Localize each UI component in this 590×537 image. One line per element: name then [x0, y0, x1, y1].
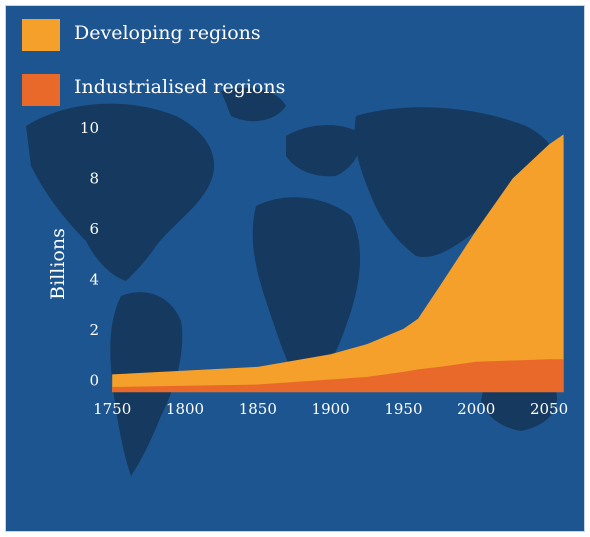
y-tick-label: 10: [80, 119, 99, 137]
x-tick-label: 2000: [457, 400, 495, 418]
area-developing-regions: [112, 134, 564, 393]
x-tick-label: 1750: [93, 400, 131, 418]
x-axis-ticks: 1750 1800 1850 1900 1950 2000 2050: [93, 400, 568, 418]
area-layers: [112, 134, 564, 393]
map-europe: [286, 124, 360, 177]
y-tick-label: 0: [89, 372, 99, 390]
y-axis-ticks: 0 2 4 6 8 10: [80, 119, 99, 390]
x-tick-label: 2050: [530, 400, 568, 418]
y-tick-label: 2: [89, 321, 99, 339]
map-africa: [252, 197, 361, 391]
legend-swatch-developing: [22, 19, 60, 51]
area-industrialised-regions: [112, 359, 564, 393]
world-map-background: [26, 87, 558, 476]
legend-label-developing: Developing regions: [74, 22, 261, 44]
y-axis-label: Billions: [47, 228, 69, 300]
x-tick-label: 1950: [384, 400, 422, 418]
legend-label-industrialised: Industrialised regions: [74, 76, 286, 98]
x-tick-label: 1800: [166, 400, 204, 418]
y-tick-label: 8: [89, 170, 99, 188]
y-tick-label: 6: [89, 220, 99, 238]
legend-swatch-industrialised: [22, 74, 60, 106]
population-area-chart: 0 2 4 6 8 10 1750 1800 1850 1900 1950 2000 2050 Bil…: [26, 87, 568, 476]
map-asia: [354, 107, 558, 257]
y-tick-label: 4: [89, 271, 99, 289]
chart-frame: 0 2 4 6 8 10 1750 1800 1850 1900 1950 2000 2050 Bil…: [5, 5, 585, 532]
x-tick-label: 1900: [312, 400, 350, 418]
x-tick-label: 1850: [239, 400, 277, 418]
map-north-america: [26, 103, 215, 281]
map-greenland: [221, 87, 286, 122]
